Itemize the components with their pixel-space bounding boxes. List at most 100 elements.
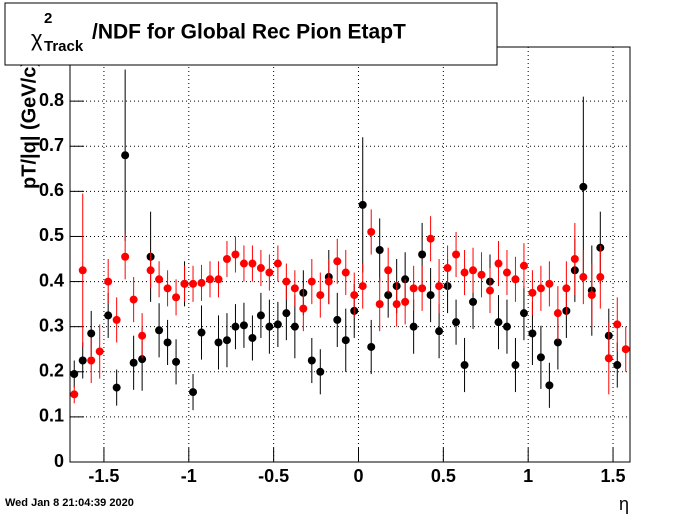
data-point bbox=[256, 264, 265, 273]
data-point bbox=[316, 367, 325, 376]
data-point bbox=[78, 266, 87, 275]
timestamp: Wed Jan 8 21:04:39 2020 bbox=[5, 497, 134, 509]
data-point bbox=[121, 151, 130, 160]
x-tick-label: 0.5 bbox=[431, 466, 456, 486]
data-point bbox=[494, 318, 503, 327]
data-point bbox=[452, 318, 461, 327]
data-point bbox=[621, 345, 630, 354]
data-point bbox=[486, 286, 494, 295]
data-point bbox=[367, 342, 376, 351]
data-point bbox=[528, 288, 537, 297]
data-point bbox=[587, 291, 596, 300]
data-point bbox=[104, 277, 113, 286]
data-point bbox=[299, 304, 308, 313]
data-point bbox=[87, 329, 96, 338]
data-point bbox=[248, 259, 257, 268]
x-tick-label: 1.5 bbox=[601, 466, 626, 486]
data-point bbox=[307, 277, 316, 286]
data-point bbox=[155, 275, 164, 284]
data-point bbox=[197, 278, 206, 287]
data-point bbox=[392, 300, 401, 309]
plot-frame-bg bbox=[70, 47, 630, 462]
y-axis-label: pT/|q| (GeV/c) bbox=[18, 60, 40, 189]
data-point bbox=[316, 291, 325, 300]
data-point bbox=[248, 333, 257, 342]
data-point bbox=[536, 284, 545, 293]
data-point bbox=[613, 320, 622, 329]
chart-title: /NDF for Global Rec Pion EtapT bbox=[92, 21, 406, 44]
x-tick-label: -1.5 bbox=[88, 466, 119, 486]
data-point bbox=[333, 257, 342, 266]
data-point bbox=[104, 311, 113, 320]
data-point bbox=[545, 279, 554, 288]
data-point bbox=[469, 266, 478, 275]
data-point bbox=[401, 297, 410, 306]
data-point bbox=[519, 261, 528, 270]
data-point bbox=[460, 361, 469, 370]
data-point bbox=[265, 268, 274, 277]
data-point bbox=[435, 327, 444, 336]
data-point bbox=[231, 250, 240, 259]
data-point bbox=[384, 291, 393, 300]
data-point bbox=[418, 250, 427, 259]
data-point bbox=[172, 357, 181, 366]
data-point bbox=[604, 354, 613, 363]
data-point bbox=[384, 266, 393, 275]
data-point bbox=[290, 322, 299, 331]
data-point bbox=[553, 309, 562, 318]
data-point bbox=[222, 255, 231, 264]
data-point bbox=[231, 322, 240, 331]
title-superscript: 2 bbox=[44, 10, 52, 27]
y-tick-label: 0.8 bbox=[39, 90, 64, 110]
data-point bbox=[290, 284, 299, 293]
data-point bbox=[273, 320, 282, 329]
data-point bbox=[239, 321, 248, 330]
data-point bbox=[189, 388, 198, 397]
plot-area: 0 0.1 0.2 0.3 0.4 0.5 0.6 0.7 0.8 -1.5 -1 -0.5 0 0.5 1… bbox=[39, 46, 631, 486]
data-point bbox=[375, 245, 384, 254]
data-point bbox=[197, 328, 206, 337]
data-point bbox=[409, 322, 418, 331]
data-point bbox=[460, 268, 469, 277]
data-point bbox=[350, 291, 359, 300]
data-point bbox=[375, 300, 384, 309]
data-point bbox=[511, 361, 520, 370]
data-point bbox=[426, 291, 435, 300]
data-point bbox=[579, 273, 588, 282]
data-point bbox=[273, 259, 282, 268]
data-point bbox=[536, 353, 545, 362]
data-point bbox=[214, 338, 223, 347]
data-point bbox=[528, 329, 537, 338]
y-tick-label: 0.2 bbox=[39, 361, 64, 381]
data-point bbox=[138, 331, 147, 340]
data-point bbox=[494, 259, 503, 268]
data-point bbox=[129, 295, 138, 304]
title-box bbox=[4, 2, 498, 66]
data-point bbox=[155, 326, 164, 335]
title-symbol: χ bbox=[31, 26, 43, 51]
data-point bbox=[163, 338, 172, 347]
data-point bbox=[163, 284, 172, 293]
y-tick-label: 0.6 bbox=[39, 180, 64, 200]
x-tick-label: 0 bbox=[353, 466, 363, 486]
y-tick-label: 0.7 bbox=[39, 135, 64, 155]
x-axis-label: η bbox=[619, 494, 629, 514]
data-point bbox=[222, 336, 231, 345]
data-point bbox=[553, 338, 562, 347]
data-point bbox=[256, 311, 265, 320]
data-point bbox=[333, 315, 342, 324]
data-point bbox=[112, 383, 121, 392]
data-point bbox=[469, 297, 478, 306]
data-point bbox=[324, 277, 333, 286]
x-tick-label: 1 bbox=[523, 466, 533, 486]
data-point bbox=[180, 279, 189, 288]
data-point bbox=[307, 356, 316, 365]
data-point bbox=[502, 268, 511, 277]
data-point bbox=[265, 322, 274, 331]
data-point bbox=[511, 275, 520, 284]
data-point bbox=[545, 381, 554, 390]
data-point bbox=[452, 250, 461, 259]
data-point bbox=[358, 200, 367, 209]
data-point bbox=[129, 358, 138, 367]
